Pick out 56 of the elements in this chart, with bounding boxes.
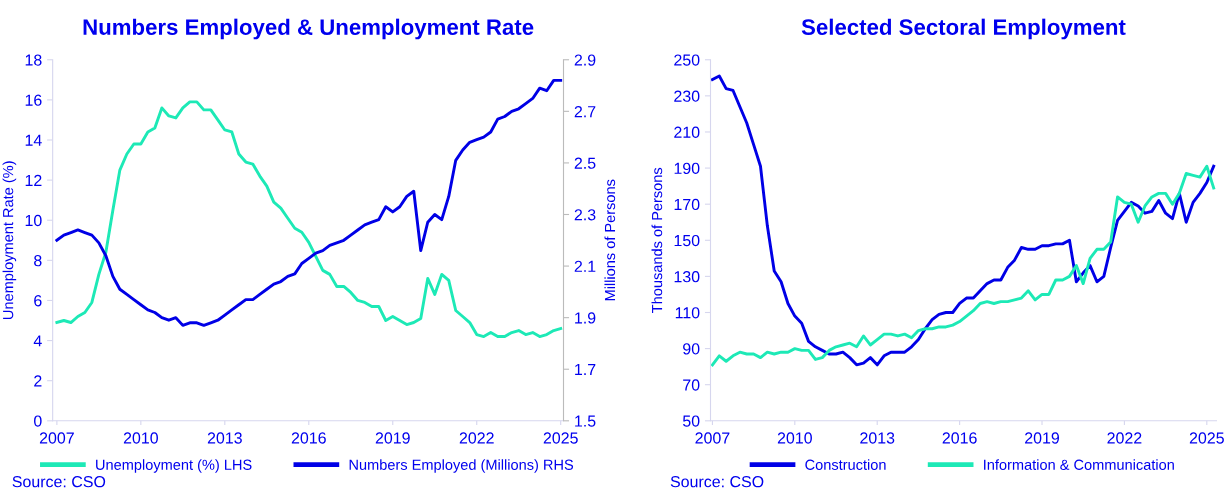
y-tick-label: 70 [683, 379, 700, 391]
y-tick-label: 8 [34, 254, 42, 267]
x-tick-label: 2016 [291, 432, 326, 444]
y-tick-label: 210 [674, 126, 700, 138]
x-tick-label: 2013 [860, 432, 895, 444]
y-axis-title: Thousands of Persons [651, 167, 663, 313]
x-tick-label: 2010 [777, 432, 812, 444]
y2-tick-label: 2.3 [574, 209, 596, 221]
y-tick-label: 50 [682, 415, 700, 427]
y2-axis-title: Millions of Persons [604, 179, 616, 301]
x-tick-label: 2016 [942, 432, 977, 444]
y-tick-label: 110 [675, 307, 700, 319]
y2-tick-label: 2.7 [574, 105, 596, 118]
y-tick-label: 2 [34, 375, 42, 387]
y-tick-label: 10 [25, 214, 42, 227]
legend-label: Numbers Employed (Millions) RHS [349, 459, 574, 473]
y-axis-title: Unemployment Rate (%) [2, 161, 17, 319]
chart-title: Numbers Employed & Unemployment Rate [83, 18, 534, 40]
y-tick-label: 0 [34, 415, 42, 427]
y2-tick-label: 1.7 [575, 364, 596, 376]
y-tick-label: 150 [674, 234, 700, 247]
y2-tick-label: 2.1 [574, 260, 596, 272]
y-tick-label: 4 [33, 335, 42, 347]
x-tick-label: 2007 [39, 432, 74, 444]
x-tick-label: 2013 [207, 432, 242, 444]
y2-tick-label: 2.9 [574, 54, 596, 66]
legend-label: Information & Communication [984, 459, 1174, 470]
y-tick-label: 90 [683, 343, 700, 355]
x-tick-label: 2022 [1107, 432, 1142, 444]
y2-tick-label: 1.5 [575, 415, 596, 427]
x-tick-label: 2022 [459, 432, 494, 444]
x-tick-label: 2025 [1189, 432, 1224, 444]
source-note: Source: CSO [670, 476, 764, 488]
y-tick-label: 190 [674, 162, 700, 175]
x-tick-label: 2010 [123, 432, 158, 444]
x-tick-label: 2025 [543, 432, 578, 444]
y-tick-label: 230 [674, 90, 700, 102]
y-tick-label: 170 [674, 198, 700, 211]
chart-title: Selected Sectoral Employment [801, 18, 1126, 40]
y-tick-label: 18 [25, 54, 42, 66]
line-series [710, 164, 1216, 367]
y-tick-label: 6 [34, 295, 42, 307]
y-tick-label: 12 [25, 174, 42, 186]
y-tick-label: 16 [25, 94, 42, 106]
y-tick-label: 14 [25, 134, 42, 146]
y2-tick-label: 2.5 [574, 157, 596, 169]
line-series [710, 74, 1216, 367]
legend-label: Unemployment (%) LHS [96, 459, 252, 473]
x-tick-label: 2007 [695, 432, 730, 444]
x-tick-label: 2019 [1025, 432, 1060, 444]
y-tick-label: 130 [674, 271, 700, 283]
legend-label: Construction [805, 459, 886, 470]
y-tick-label: 250 [674, 54, 700, 66]
source-note: Source: CSO [12, 476, 106, 488]
y2-tick-label: 1.9 [575, 312, 596, 324]
x-tick-label: 2019 [375, 432, 410, 444]
